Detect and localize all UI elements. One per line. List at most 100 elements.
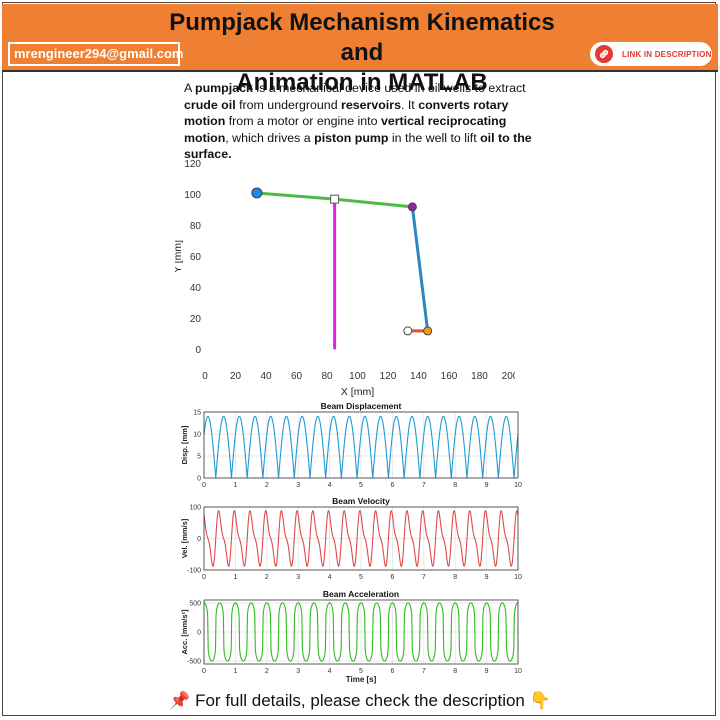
link-icon [595, 45, 613, 63]
y-tick-label: 120 [184, 159, 201, 170]
y-tick-label: 100 [184, 190, 201, 201]
y-tick-label: 40 [190, 283, 202, 294]
pitman-link [410, 205, 430, 333]
x-tick-label: 180 [471, 371, 488, 382]
x-tick-label: 7 [422, 482, 426, 489]
series-line [203, 415, 519, 479]
x-tick-label: 120 [380, 371, 397, 382]
x-tick-label: 10 [514, 668, 522, 675]
x-tick-label: 0 [202, 482, 206, 489]
x-tick-label: 8 [453, 574, 457, 581]
x-tick-label: 3 [296, 668, 300, 675]
series-line [203, 510, 519, 567]
y-tick-label: 100 [189, 505, 201, 512]
joint-marker [407, 202, 417, 212]
intro-text-part: crude oil [184, 97, 236, 112]
y-tick-label: 80 [190, 221, 202, 232]
y-tick-label: 5 [197, 454, 201, 461]
page-title: Pumpjack Mechanism Kinematics and Animat… [152, 8, 572, 98]
y-tick-label: 0 [197, 476, 201, 483]
x-tick-label: 6 [390, 482, 394, 489]
x-tick-label: 0 [202, 668, 206, 675]
x-tick-label: 140 [410, 371, 427, 382]
y-tick-label: 0 [195, 345, 201, 356]
plot-frame [203, 599, 519, 665]
intro-text-part: is a mechanical device used in oil wells… [252, 81, 526, 95]
joint-marker [423, 326, 433, 336]
x-tick-label: 100 [349, 371, 366, 382]
x-tick-label: 5 [359, 574, 363, 581]
link-in-description-badge[interactable]: LINK IN DESCRIPTION [590, 42, 712, 66]
header-banner: Pumpjack Mechanism Kinematics and Animat… [2, 4, 718, 96]
x-tick-label: 8 [453, 482, 457, 489]
x-tick-label: 3 [296, 574, 300, 581]
series-line [203, 602, 519, 662]
x-axis-label: X [mm] [341, 386, 374, 398]
x-tick-label: 0 [202, 371, 208, 382]
intro-text-part: vertical reciprocating motion [184, 114, 507, 145]
x-tick-label: 9 [485, 482, 489, 489]
x-tick-label: 1 [233, 668, 237, 675]
x-tick-label: 5 [359, 668, 363, 675]
y-tick-label: 500 [189, 600, 201, 607]
x-tick-label: 160 [441, 371, 458, 382]
mechanism-chart: 0 20 40 60 80 100 120 140 160 180 200 0 20 40 60 80 100 1… [175, 159, 515, 398]
y-tick-label: 10 [193, 432, 201, 439]
intro-text-part: reservoirs [341, 97, 401, 112]
intro-paragraph: A pumpjack is a mechanical device used i… [184, 80, 544, 163]
intro-text-part: oil to the surface. [184, 130, 532, 162]
x-tick-label: 1 [233, 574, 237, 581]
footer-note: 📌 For full details, please check the des… [0, 691, 720, 711]
intro-text-part: A [184, 81, 196, 95]
joint-marker [251, 187, 263, 199]
x-tick-label: 2 [265, 668, 269, 675]
y-axis-label: Vel. [mm/s] [180, 518, 189, 558]
chart-title: Beam Acceleration [323, 589, 399, 599]
x-tick-label: 0 [202, 574, 206, 581]
y-axis-label: Disp. [mm] [180, 425, 189, 464]
footer-text: For full details, please check the descr… [195, 691, 525, 710]
displacement-chart: Beam Displacement 0 1 2 3 4 5 6 7 8 9 10 0 5 10 15 Disp.… [180, 401, 522, 489]
y-tick-label: 0 [197, 536, 201, 543]
intro-text-part: piston pump [314, 130, 389, 145]
x-tick-label: 3 [296, 482, 300, 489]
intro-text-part: , which drives a [225, 130, 315, 145]
plot-frame [203, 506, 519, 571]
x-tick-label: 80 [321, 371, 333, 382]
x-tick-label: 8 [453, 668, 457, 675]
intro-text-part: from a motor or engine into [225, 114, 381, 128]
joint-marker [403, 326, 413, 336]
chart-title: Beam Displacement [321, 401, 402, 411]
intro-text-part: from underground [235, 97, 342, 112]
y-tick-label: 20 [190, 314, 202, 325]
x-tick-label: 40 [260, 371, 272, 382]
intro-text-part: . It [400, 97, 419, 112]
y-axis-label: Y [mm] [175, 240, 184, 273]
link-label: LINK IN DESCRIPTION [622, 49, 712, 59]
hand-pointing-down-icon: 👇 [529, 691, 551, 710]
intro-text-part: pumpjack [195, 81, 253, 95]
y-tick-label: -100 [187, 568, 201, 575]
x-tick-label: 9 [485, 668, 489, 675]
x-tick-label: 10 [514, 574, 522, 581]
x-tick-label: 2 [265, 482, 269, 489]
plot-frame [203, 411, 519, 479]
y-tick-label: -500 [187, 659, 201, 666]
x-tick-label: 200 [502, 371, 515, 382]
x-tick-label: 7 [422, 574, 426, 581]
x-tick-label: 7 [422, 668, 426, 675]
y-tick-label: 0 [197, 630, 201, 637]
x-tick-label: 5 [359, 482, 363, 489]
pushpin-icon: 📌 [169, 691, 191, 710]
x-tick-label: 60 [291, 371, 303, 382]
email-label: mrengineer294@gmail.com [8, 42, 183, 66]
x-tick-label: 6 [390, 668, 394, 675]
x-tick-label: 9 [485, 574, 489, 581]
intro-text-part: converts rotary motion [184, 97, 509, 129]
x-tick-label: 10 [514, 482, 522, 489]
x-tick-label: 4 [328, 574, 332, 581]
x-tick-label: 20 [230, 371, 242, 382]
y-tick-label: 15 [193, 410, 201, 417]
